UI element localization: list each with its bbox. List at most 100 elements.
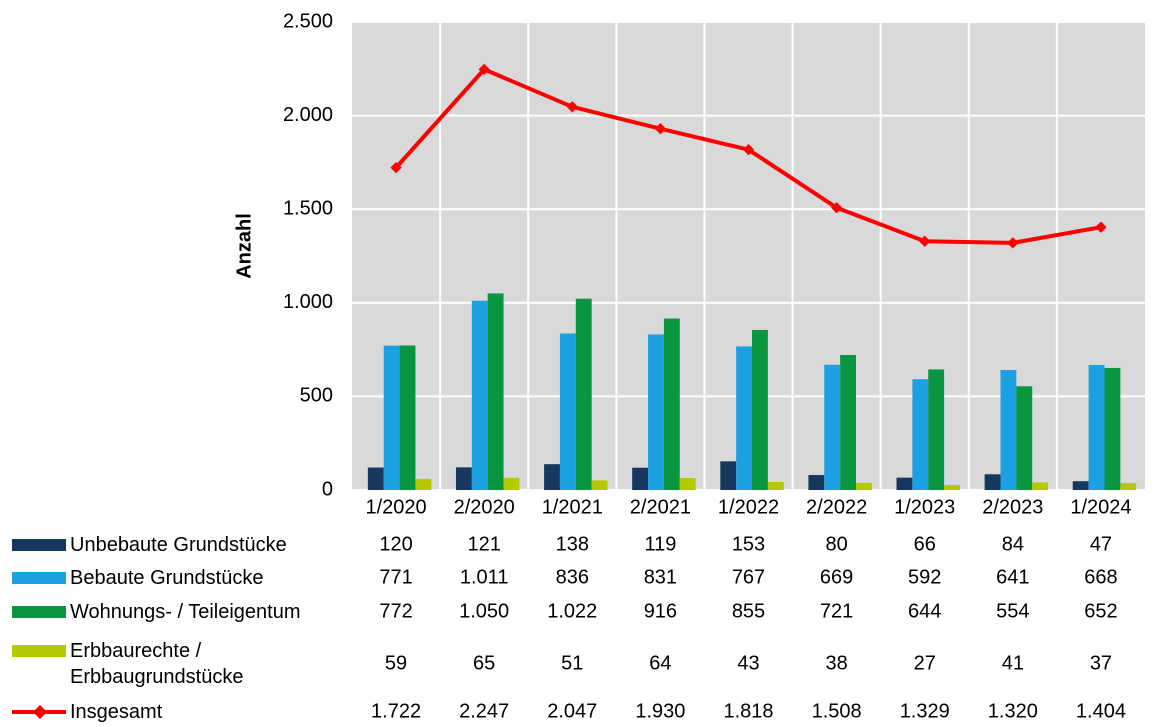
- table-value: 554: [996, 600, 1029, 622]
- bar: [824, 364, 841, 490]
- table-value: 27: [914, 652, 936, 674]
- legend-label: Insgesamt: [70, 701, 163, 723]
- bar: [896, 477, 913, 490]
- table-value: 652: [1084, 600, 1117, 622]
- bar: [648, 334, 664, 490]
- bar: [840, 355, 856, 490]
- legend-key: [12, 606, 66, 618]
- table-value: 119: [644, 533, 676, 555]
- table-value: 51: [561, 652, 583, 674]
- legend-key: [12, 645, 66, 657]
- bar: [767, 481, 784, 490]
- line-marker: [1095, 221, 1107, 233]
- bar: [679, 478, 696, 490]
- bar: [1016, 386, 1033, 490]
- table-value: 641: [996, 566, 1029, 588]
- x-tick-label: 2/2020: [454, 496, 515, 518]
- line-marker: [742, 144, 755, 156]
- table-value: 47: [1090, 533, 1112, 555]
- y-tick-label: 0: [322, 478, 333, 500]
- table-value: 153: [732, 533, 765, 555]
- table-value: 120: [379, 533, 412, 555]
- table-value: 836: [556, 566, 589, 588]
- bar: [928, 369, 945, 490]
- table-value: 43: [737, 652, 759, 674]
- bar: [720, 461, 737, 490]
- x-tick-label: 2/2021: [630, 496, 691, 518]
- line-marker: [919, 235, 931, 247]
- table-value: 1.508: [812, 700, 862, 722]
- legend-key-marker: [32, 704, 48, 720]
- bar: [1120, 483, 1137, 490]
- table-value: 41: [1002, 652, 1024, 674]
- table-value: 64: [649, 652, 671, 674]
- table-value: 1.050: [459, 600, 509, 622]
- x-tick-label: 2/2022: [806, 496, 867, 518]
- table-value: 916: [644, 600, 677, 622]
- table-value: 721: [820, 600, 853, 622]
- bar: [471, 300, 488, 490]
- bar: [808, 475, 825, 490]
- bar: [415, 478, 432, 490]
- bar: [663, 318, 680, 490]
- bar: [1072, 481, 1089, 490]
- y-tick-label: 500: [300, 385, 333, 407]
- x-tick-label: 1/2021: [542, 496, 603, 518]
- bar: [1088, 364, 1105, 490]
- bar: [544, 464, 560, 490]
- legend-label: Wohnungs- / Teileigentum: [70, 601, 301, 623]
- table-value: 1.930: [635, 700, 685, 722]
- bar: [984, 474, 1001, 490]
- table-value: 2.247: [459, 700, 509, 722]
- y-tick-label: 1.000: [283, 291, 333, 313]
- table-value: 2.047: [547, 700, 597, 722]
- table-value: 669: [820, 566, 853, 588]
- table-value: 1.818: [723, 700, 773, 722]
- table-value: 1.011: [460, 566, 509, 588]
- bar: [736, 346, 753, 490]
- y-axis-label: Anzahl: [233, 213, 255, 279]
- x-tick-label: 1/2023: [894, 496, 955, 518]
- bar: [1032, 482, 1049, 490]
- bar: [559, 333, 576, 490]
- table-value: 65: [473, 652, 495, 674]
- table-value: 66: [914, 533, 936, 555]
- bar: [1000, 370, 1017, 490]
- bar: [944, 484, 960, 490]
- bar: [575, 298, 592, 490]
- bar: [912, 379, 929, 490]
- table-value: 1.320: [988, 700, 1038, 722]
- y-tick-label: 1.500: [283, 197, 333, 219]
- table-value: 592: [908, 566, 941, 588]
- table-value: 1.022: [547, 600, 597, 622]
- x-tick-label: 1/2020: [365, 496, 426, 518]
- bar: [591, 480, 608, 490]
- legend-label: Bebaute Grundstücke: [70, 567, 264, 589]
- bar: [632, 467, 649, 490]
- x-tick-label: 2/2023: [982, 496, 1043, 518]
- table-value: 37: [1090, 652, 1112, 674]
- table-value: 38: [825, 652, 847, 674]
- bar: [752, 329, 768, 490]
- y-tick-label: 2.000: [283, 104, 333, 126]
- table-value: 644: [908, 600, 941, 622]
- table-value: 1.722: [371, 700, 421, 722]
- table-value: 767: [732, 566, 765, 588]
- bar: [503, 477, 520, 490]
- bar: [855, 482, 872, 490]
- line-marker: [390, 161, 402, 174]
- table-value: 138: [556, 533, 589, 555]
- bar: [1104, 367, 1121, 490]
- legend-label: Unbebaute Grundstücke: [70, 534, 287, 556]
- line-marker: [1007, 237, 1019, 249]
- bar: [399, 345, 416, 490]
- table-value: 1.404: [1076, 700, 1126, 722]
- legend-key: [12, 572, 66, 584]
- bar: [455, 467, 472, 490]
- x-tick-label: 1/2022: [718, 496, 779, 518]
- legend-label: Erbbaurechte / Erbbaugrundstücke: [70, 640, 244, 688]
- table-value: 831: [644, 566, 677, 588]
- table-value: 771: [379, 566, 412, 588]
